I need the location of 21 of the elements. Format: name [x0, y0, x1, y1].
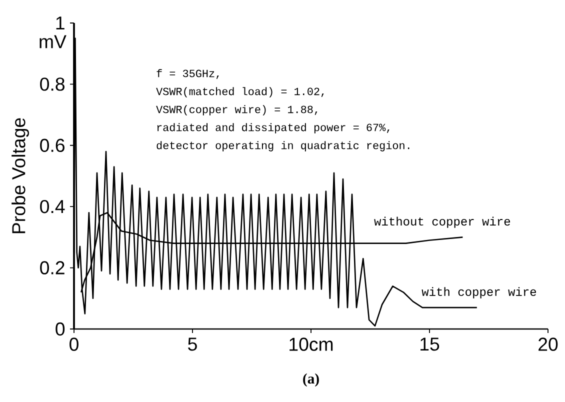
- x-tick-label: 15: [420, 338, 440, 351]
- annotation: radiated and dissipated power = 67%,: [157, 123, 390, 134]
- x-tick-label: 10cm: [290, 338, 333, 351]
- y-tick-label: 0.4: [40, 200, 65, 214]
- x-tick-label: 20: [538, 338, 558, 351]
- series-label: without copper wire: [374, 216, 510, 228]
- annotation: detector operating in quadratic region.: [156, 141, 410, 152]
- annotation: VSWR(copper wire) = 1.88,: [156, 105, 318, 116]
- annotation: VSWR(matched load) = 1.02,: [156, 87, 324, 98]
- text: mV: [40, 35, 66, 48]
- x-tick-label: 5: [188, 338, 197, 351]
- annotation: f = 35GHz,: [156, 69, 219, 80]
- series-label: with copper wire: [422, 287, 536, 298]
- y-axis-title: Probe Voltage: [12, 118, 29, 234]
- y-tick-label: 0.8: [40, 78, 64, 91]
- y-tick-label: 1: [56, 16, 64, 30]
- text: (a): [303, 373, 319, 387]
- x-tick-label: 0: [70, 338, 78, 351]
- y-tick-label: 0: [56, 322, 65, 336]
- y-tick-label: 0.2: [40, 261, 64, 274]
- y-tick-label: 0.6: [40, 138, 64, 152]
